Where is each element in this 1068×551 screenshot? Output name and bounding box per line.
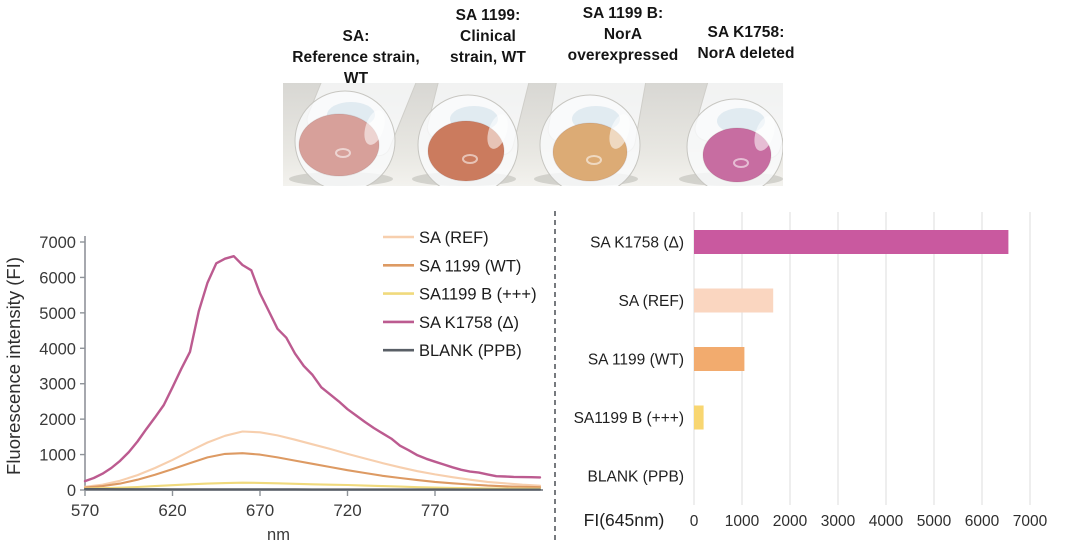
tube-label-line: strain, WT <box>450 49 526 66</box>
tube-photo-3 <box>539 83 655 186</box>
y-axis-label: Fluorescence intensity (FI) <box>3 257 24 475</box>
bar-x-tick-label: 6000 <box>965 513 1000 530</box>
x-axis-label: nm <box>267 526 290 544</box>
glass-highlight <box>754 116 775 151</box>
bar-x-tick-label: 1000 <box>725 513 760 530</box>
pellet-highlight <box>335 148 351 158</box>
bar-x-tick-label: 2000 <box>773 513 808 530</box>
x-tick-label: 670 <box>246 501 274 520</box>
tube-label-line: NorA <box>603 26 643 43</box>
tube-label-line: SA K1758: <box>707 24 785 41</box>
bar-category-label: BLANK (PPB) <box>588 469 684 486</box>
bar-x-tick-label: 3000 <box>821 513 856 530</box>
tube-label-line: SA 1199 B: <box>582 5 664 22</box>
tube-label-line: overexpressed <box>567 47 679 64</box>
tube-label: SA: Reference strain, WT <box>280 26 432 89</box>
cell-pellet <box>552 122 628 182</box>
y-tick-label: 1000 <box>39 447 76 465</box>
cell-pellet <box>702 127 772 183</box>
glass-highlight <box>364 110 385 145</box>
series-line-sa-1199-wt- <box>83 452 542 489</box>
tube-label-line: SA 1199: <box>455 7 521 24</box>
glass-highlight <box>487 114 508 149</box>
bar-x-axis-label: FI(645nm) <box>584 510 665 530</box>
bar-category-label: SA (REF) <box>619 293 684 310</box>
series-line-sa-k1758- <box>83 255 542 483</box>
legend: SA (REF) SA 1199 (WT) SA1199 B (+++) SA K17… <box>383 229 537 360</box>
tube-photo-4 <box>686 83 783 186</box>
x-tick-label: 770 <box>421 501 449 520</box>
y-tick-label: 7000 <box>39 234 76 252</box>
pellet-highlight <box>586 155 602 165</box>
tube-label-line: Reference strain, WT <box>292 49 420 87</box>
pellet-highlight <box>462 154 478 164</box>
legend-label: SA K1758 (Δ) <box>419 314 519 332</box>
tube-label: SA 1199: Clinical strain, WT <box>413 5 563 68</box>
y-tick-label: 4000 <box>39 340 76 358</box>
bar-x-tick-label: 0 <box>690 513 699 530</box>
x-tick-label: 620 <box>158 501 186 520</box>
tube-label-line: NorA deleted <box>697 45 795 62</box>
cell-pellet <box>298 113 380 177</box>
tube-label: SA 1199 B: NorA overexpressed <box>543 3 703 66</box>
series-line-sa-ref- <box>83 430 542 488</box>
bar-x-tick-label: 7000 <box>1013 513 1048 530</box>
bar-x-tick-label: 5000 <box>917 513 952 530</box>
y-tick-label: 6000 <box>39 269 76 287</box>
x-tick-label: 720 <box>333 501 361 520</box>
bar-sa-k1758- <box>694 230 1009 254</box>
pellet-highlight <box>733 158 749 168</box>
bar-category-label: SA K1758 (Δ) <box>590 235 684 252</box>
y-tick-label: 0 <box>67 482 76 500</box>
cell-pellet <box>427 120 505 182</box>
y-tick-label: 5000 <box>39 305 76 323</box>
tube-photo-2 <box>417 83 541 186</box>
glass-tint <box>717 108 765 134</box>
tubes-photo <box>283 83 783 186</box>
legend-label: BLANK (PPB) <box>419 342 522 360</box>
tube-label: SA K1758: NorA deleted <box>666 22 826 64</box>
tube-label-line: Clinical <box>460 28 516 45</box>
fi-645nm-bar-chart: SA K1758 (Δ) SA (REF) SA 1199 (WT) SA1199 B… <box>574 212 1048 530</box>
bar-sa-1199-wt- <box>694 347 745 371</box>
y-tick-label: 2000 <box>39 411 76 429</box>
panel-divider <box>554 211 556 543</box>
glass-highlight <box>609 114 630 149</box>
series-line-sa1199-b- <box>83 481 542 490</box>
bar-sa1199-b- <box>694 405 704 430</box>
legend-label: SA1199 B (+++) <box>419 286 537 304</box>
bar-category-label: SA 1199 (WT) <box>588 352 684 369</box>
legend-label: SA (REF) <box>419 229 489 247</box>
x-tick-label: 570 <box>71 501 99 520</box>
legend-label: SA 1199 (WT) <box>419 257 521 275</box>
tube-label-line: SA: <box>342 28 370 45</box>
fluorescence-spectrum-chart: 0 1000 2000 3000 4000 5000 6000 7000 570 620 670 72… <box>3 229 543 544</box>
bar-category-label: SA1199 B (+++) <box>574 410 684 427</box>
tube-photo-1 <box>294 83 432 186</box>
bar-x-tick-label: 4000 <box>869 513 904 530</box>
y-tick-label: 3000 <box>39 376 76 394</box>
bar-sa-ref- <box>694 288 774 313</box>
